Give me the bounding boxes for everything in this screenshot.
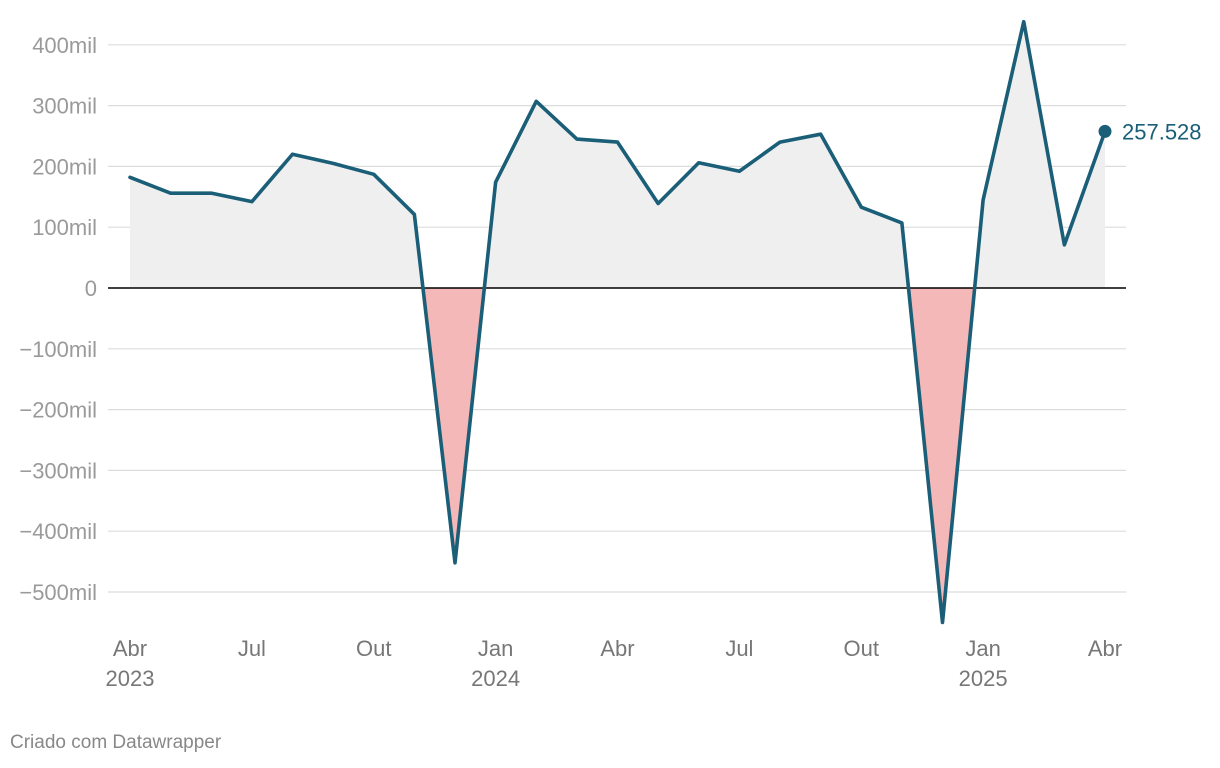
x-tick-label: Jan: [478, 636, 513, 661]
data-point: [534, 99, 538, 103]
data-point: [412, 212, 416, 216]
negative-area: [422, 288, 485, 563]
data-point: [1022, 20, 1026, 24]
data-point: [169, 191, 173, 195]
series-line: [128, 19, 1107, 625]
data-point: [778, 140, 782, 144]
chart-svg: 400mil 300mil 200mil 100mil 0 −100mil −200mil −…: [19, 19, 1202, 691]
end-point-marker: [1098, 124, 1112, 138]
x-tick-label: Jul: [238, 636, 266, 661]
y-tick-label: 0: [85, 276, 97, 301]
data-point: [656, 201, 660, 205]
y-tick-label: −100mil: [19, 337, 97, 362]
y-tick-label: −500mil: [19, 580, 97, 605]
data-point: [819, 132, 823, 136]
data-point: [494, 180, 498, 184]
data-point: [900, 221, 904, 225]
data-point: [331, 161, 335, 165]
positive-area: [974, 21, 1105, 289]
negative-area: [908, 288, 975, 623]
data-point: [697, 161, 701, 165]
positive-area: [130, 154, 423, 288]
data-point: [1062, 243, 1066, 247]
x-tick-label: Abr: [1088, 636, 1122, 661]
credit-text: Criado com Datawrapper: [10, 732, 222, 753]
x-tick-label: Jul: [725, 636, 753, 661]
data-point: [372, 172, 376, 176]
x-tick-year-label: 2025: [959, 666, 1008, 691]
data-point: [616, 140, 620, 144]
data-point: [859, 205, 863, 209]
data-point: [737, 169, 741, 173]
x-tick-label: Jan: [965, 636, 1000, 661]
data-point: [941, 620, 945, 624]
x-tick-year-label: 2024: [471, 666, 520, 691]
data-point: [575, 137, 579, 141]
data-point: [453, 561, 457, 565]
data-point: [209, 191, 213, 195]
x-tick-label: Out: [356, 636, 391, 661]
data-point: [981, 198, 985, 202]
y-tick-label: −300mil: [19, 458, 97, 483]
x-tick-label: Abr: [113, 636, 147, 661]
y-tick-label: 300mil: [32, 94, 97, 119]
y-tick-label: 100mil: [32, 215, 97, 240]
x-tick-year-label: 2023: [106, 666, 155, 691]
y-tick-label: 400mil: [32, 33, 97, 58]
y-tick-label: −400mil: [19, 519, 97, 544]
x-tick-label: Abr: [600, 636, 634, 661]
x-tick-label: Out: [844, 636, 879, 661]
y-tick-label: 200mil: [32, 154, 97, 179]
data-point: [250, 200, 254, 204]
data-point: [291, 152, 295, 156]
data-point: [128, 175, 132, 179]
positive-area: [484, 101, 909, 289]
y-tick-label: −200mil: [19, 398, 97, 423]
end-value-label: 257.528: [1122, 119, 1202, 144]
